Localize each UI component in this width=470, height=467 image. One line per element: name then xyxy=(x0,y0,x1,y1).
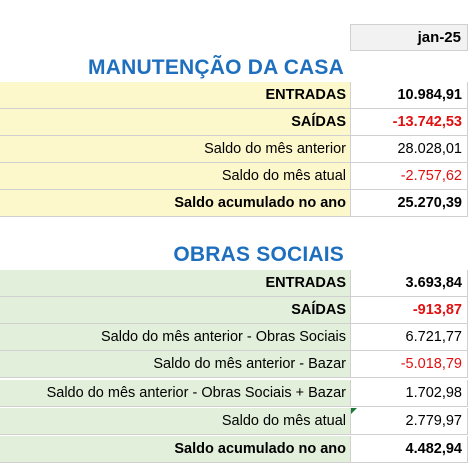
table-row: Saldo do mês anterior - Obras Sociais + … xyxy=(0,380,470,407)
row-value-saldo-anterior-obras-bazar[interactable]: 1.702,98 xyxy=(350,380,468,407)
table-row: Saldo do mês atual 2.779,97 xyxy=(0,408,470,435)
row-value-saldo-anterior-obras[interactable]: 6.721,77 xyxy=(350,324,468,351)
row-label-saldo-acumulado[interactable]: Saldo acumulado no ano xyxy=(0,190,350,217)
row-label-saidas[interactable]: SAÍDAS xyxy=(0,109,350,136)
section-title-obras-sociais: OBRAS SOCIAIS xyxy=(173,243,344,266)
row-value-saldo-anterior-bazar[interactable]: -5.018,79 xyxy=(350,351,468,378)
row-label-saidas[interactable]: SAÍDAS xyxy=(0,297,350,324)
row-label-saldo-atual[interactable]: Saldo do mês atual xyxy=(0,408,350,435)
row-label-saldo-anterior-obras-bazar[interactable]: Saldo do mês anterior - Obras Sociais + … xyxy=(0,380,350,407)
table-row: SAÍDAS -13.742,53 xyxy=(0,109,470,136)
table-row: Saldo do mês atual -2.757,62 xyxy=(0,163,470,190)
table-row: Saldo acumulado no ano 25.270,39 xyxy=(0,190,470,217)
row-value-saldo-acumulado[interactable]: 4.482,94 xyxy=(350,436,468,463)
table-row: Saldo do mês anterior - Obras Sociais 6.… xyxy=(0,324,470,351)
row-value-saldo-atual[interactable]: 2.779,97 xyxy=(350,408,468,435)
row-value-entradas[interactable]: 3.693,84 xyxy=(350,270,468,297)
row-label-entradas[interactable]: ENTRADAS xyxy=(0,82,350,109)
row-value-saldo-acumulado[interactable]: 25.270,39 xyxy=(350,190,468,217)
row-label-saldo-atual[interactable]: Saldo do mês atual xyxy=(0,163,350,190)
row-label-entradas[interactable]: ENTRADAS xyxy=(0,270,350,297)
row-label-saldo-anterior[interactable]: Saldo do mês anterior xyxy=(0,136,350,163)
row-label-saldo-acumulado[interactable]: Saldo acumulado no ano xyxy=(0,436,350,463)
row-label-saldo-anterior-obras[interactable]: Saldo do mês anterior - Obras Sociais xyxy=(0,324,350,351)
section-title-manutencao: MANUTENÇÃO DA CASA xyxy=(88,56,344,79)
table-row: Saldo do mês anterior - Bazar -5.018,79 xyxy=(0,351,470,378)
row-value-saldo-anterior[interactable]: 28.028,01 xyxy=(350,136,468,163)
month-header-cell[interactable]: jan-25 xyxy=(350,24,468,51)
row-value-saidas[interactable]: -913,87 xyxy=(350,297,468,324)
row-label-saldo-anterior-bazar[interactable]: Saldo do mês anterior - Bazar xyxy=(0,351,350,378)
row-value-saidas[interactable]: -13.742,53 xyxy=(350,109,468,136)
row-value-saldo-atual[interactable]: -2.757,62 xyxy=(350,163,468,190)
table-row: Saldo do mês anterior 28.028,01 xyxy=(0,136,470,163)
table-row: Saldo acumulado no ano 4.482,94 xyxy=(0,436,470,463)
table-row: ENTRADAS 3.693,84 xyxy=(0,270,470,297)
table-row: SAÍDAS -913,87 xyxy=(0,297,470,324)
error-indicator-triangle xyxy=(351,408,357,414)
row-value-entradas[interactable]: 10.984,91 xyxy=(350,82,468,109)
table-row: ENTRADAS 10.984,91 xyxy=(0,82,470,109)
